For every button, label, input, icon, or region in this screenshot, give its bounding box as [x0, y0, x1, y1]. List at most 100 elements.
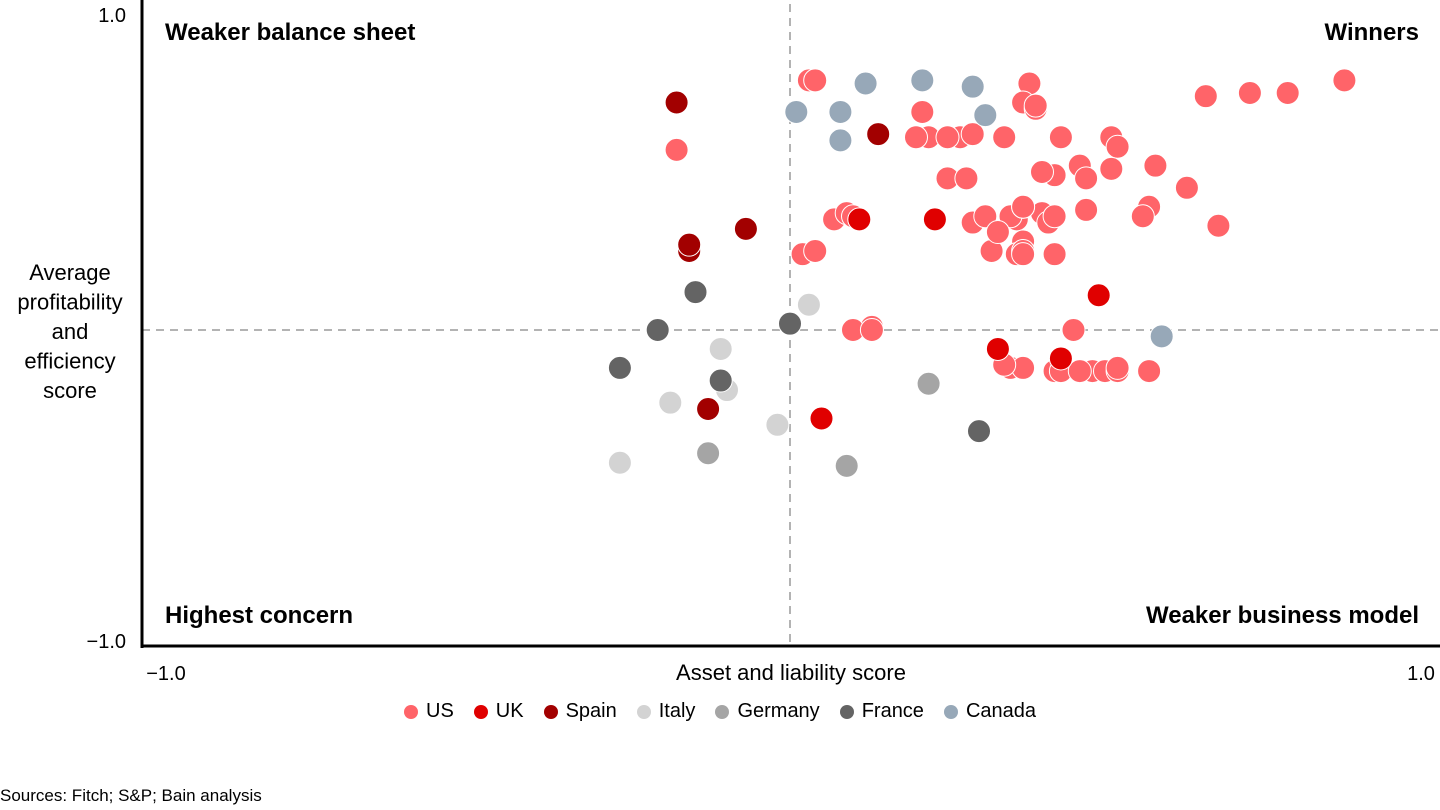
data-point-germany — [696, 441, 721, 466]
data-point-canada — [973, 103, 998, 128]
legend-label: Spain — [565, 700, 617, 722]
data-point-us — [1030, 160, 1054, 184]
legend-label: UK — [495, 700, 524, 722]
series-uk — [809, 207, 1111, 431]
y-axis-title-line: efficiency — [24, 349, 115, 374]
data-point-canada — [828, 99, 853, 124]
data-point-us — [985, 220, 1010, 245]
data-point-us — [664, 137, 689, 162]
data-point-italy — [658, 390, 683, 415]
data-point-us — [1105, 134, 1130, 159]
data-point-france — [607, 355, 632, 380]
data-point-uk — [985, 336, 1010, 361]
data-point-us — [954, 166, 979, 191]
data-point-canada — [828, 128, 853, 153]
data-point-us — [1099, 156, 1124, 181]
data-point-us — [1332, 68, 1357, 93]
legend-item-uk: UK — [473, 700, 524, 723]
data-point-us — [1105, 355, 1130, 380]
data-point-us — [973, 204, 998, 229]
series-germany — [696, 371, 941, 478]
data-point-canada — [1149, 324, 1174, 349]
chart-labels: 1.0 −1.0 −1.0 1.0 Asset and liability score A… — [17, 5, 1434, 685]
data-point-us — [859, 318, 884, 342]
legend-swatch — [636, 704, 651, 719]
x-tick-label-left: −1.0 — [146, 663, 185, 685]
legend-swatch — [404, 704, 418, 719]
y-tick-label-bottom: −1.0 — [87, 631, 126, 653]
legend-item-us: US — [404, 700, 454, 723]
quadrant-label-bottom-right: Weaker business model — [1146, 602, 1419, 629]
legend-label: Canada — [965, 700, 1036, 722]
x-axis-title: Asset and liability score — [676, 660, 906, 685]
data-point-us — [1042, 242, 1067, 267]
quadrant-label-top-left: Weaker balance sheet — [165, 19, 415, 46]
data-point-us — [1193, 84, 1218, 109]
data-point-france — [778, 311, 802, 336]
data-point-us — [1011, 194, 1036, 219]
data-point-us — [904, 125, 928, 150]
data-point-italy — [708, 336, 733, 361]
data-point-spain — [866, 122, 891, 147]
data-point-spain — [677, 232, 702, 257]
y-axis-title-line: Average — [29, 260, 111, 285]
data-point-us — [1137, 359, 1162, 384]
data-point-italy — [765, 412, 790, 437]
legend-item-canada: Canada — [943, 700, 1036, 723]
data-point-germany — [834, 453, 859, 478]
legend-item-germany: Germany — [715, 700, 820, 723]
data-point-us — [1130, 204, 1155, 229]
data-point-us — [1174, 175, 1199, 200]
data-point-france — [708, 368, 733, 393]
data-point-spain — [664, 90, 689, 115]
data-point-us — [1061, 318, 1086, 342]
y-axis-title-line: profitability — [17, 290, 122, 315]
data-point-spain — [696, 397, 721, 421]
legend-item-italy: Italy — [636, 700, 696, 723]
legend-label: Italy — [658, 700, 696, 722]
data-point-us — [1048, 125, 1073, 150]
data-point-us — [1074, 197, 1099, 222]
y-axis-title-line: and — [52, 319, 89, 344]
series-canada — [784, 68, 1174, 349]
series-us — [664, 67, 1440, 384]
legend-label: US — [426, 700, 454, 722]
data-point-italy — [796, 292, 821, 317]
legend-item-spain: Spain — [543, 700, 617, 723]
data-point-france — [967, 419, 991, 444]
series-spain — [664, 90, 891, 421]
data-point-uk — [1048, 346, 1073, 371]
y-tick-label-top: 1.0 — [98, 5, 126, 27]
legend-label: France — [861, 700, 924, 722]
data-point-us — [1042, 204, 1067, 229]
data-point-us — [1237, 81, 1262, 105]
data-point-us — [910, 99, 935, 124]
data-point-us — [1275, 81, 1300, 105]
legend-swatch — [839, 704, 854, 719]
data-point-uk — [809, 406, 834, 431]
data-point-spain — [733, 216, 758, 241]
data-point-us — [1023, 93, 1048, 118]
chart-points — [607, 67, 1440, 478]
source-note: Sources: Fitch; S&P; Bain analysis — [0, 786, 262, 805]
legend-swatch — [943, 704, 958, 719]
data-point-canada — [960, 74, 985, 99]
quadrant-label-bottom-left: Highest concern — [165, 602, 353, 629]
data-point-uk — [847, 207, 872, 232]
data-point-uk — [922, 207, 947, 232]
legend-item-france: France — [839, 700, 924, 723]
y-axis-title-line: score — [43, 378, 97, 403]
data-point-germany — [916, 371, 941, 396]
data-point-france — [645, 318, 670, 342]
legend-swatch — [543, 704, 558, 719]
series-italy — [607, 292, 821, 475]
data-point-us — [1011, 242, 1036, 267]
data-point-us — [803, 68, 828, 93]
quadrant-label-top-right: Winners — [1325, 19, 1419, 46]
data-point-us — [1143, 153, 1168, 178]
x-tick-label-right: 1.0 — [1407, 663, 1435, 685]
scatter-chart: 1.0 −1.0 −1.0 1.0 Asset and liability score A… — [17, 0, 1440, 685]
series-france — [607, 280, 991, 444]
data-point-italy — [607, 450, 632, 475]
data-point-us — [960, 122, 985, 147]
